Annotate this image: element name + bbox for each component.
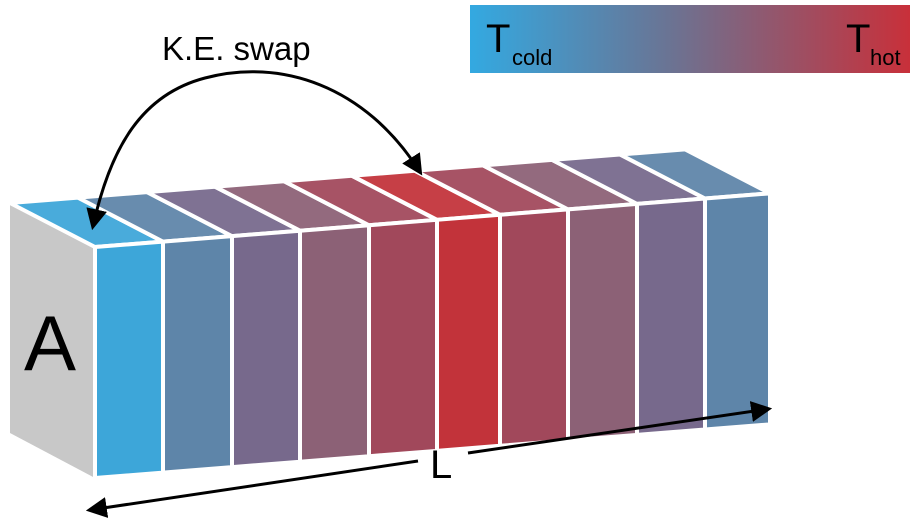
slab-front-face: [161, 234, 234, 475]
slab-front-face: [498, 207, 570, 448]
length-label: L: [430, 443, 452, 487]
legend-hot-subscript: hot: [870, 45, 901, 70]
slab-front-face: [367, 217, 439, 459]
legend-cold-subscript: cold: [512, 45, 552, 70]
ke-swap-label: K.E. swap: [162, 30, 311, 67]
area-label: A: [24, 299, 76, 387]
ke-swap-annotation: K.E. swap: [86, 30, 423, 231]
length-arrow-right: [467, 401, 773, 455]
legend-gradient-bar: [470, 5, 910, 73]
slab-front-face: [230, 228, 302, 470]
temperature-legend: T cold T hot: [470, 5, 910, 73]
bar-3d: A: [8, 147, 772, 480]
slab-front-face: [435, 212, 502, 453]
slab-front-face: [703, 191, 772, 432]
end-face: [10, 203, 95, 478]
legend-hot-symbol: T: [846, 17, 870, 61]
length-arrow-left: [85, 459, 419, 518]
slab-group: [8, 147, 772, 480]
slab-front-face: [298, 223, 371, 464]
legend-cold-symbol: T: [486, 17, 510, 61]
ke-swap-arrow: [86, 70, 423, 231]
slab-front-face: [566, 201, 639, 443]
slab-front-face: [93, 239, 165, 480]
length-dimension: L: [85, 401, 773, 518]
slab-front-face: [635, 196, 707, 437]
